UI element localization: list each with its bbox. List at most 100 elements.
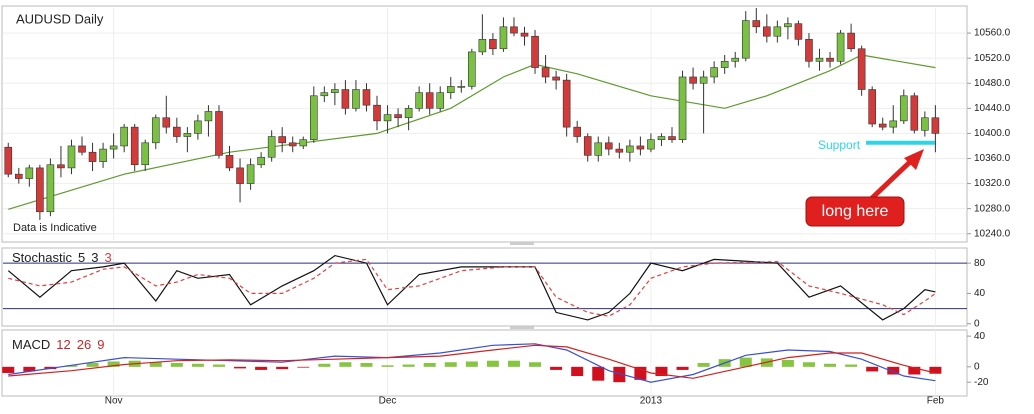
splitter[interactable] <box>510 326 534 329</box>
candle-body <box>868 89 876 125</box>
y-tick-label: 80 <box>974 258 986 269</box>
y-tick-label: 0 <box>974 318 980 329</box>
candle-body <box>889 120 898 128</box>
candle-body <box>562 79 571 128</box>
indicator-name: Stochastic <box>12 250 72 265</box>
candle-body <box>657 136 666 140</box>
candle-body <box>573 126 581 137</box>
y-tick-label: 0 <box>974 361 980 372</box>
histogram-bar <box>781 359 794 367</box>
candle-body <box>910 95 919 131</box>
candle-body <box>899 95 908 122</box>
candle-body <box>436 92 445 109</box>
candle-body <box>815 57 824 62</box>
splitter[interactable] <box>510 242 534 245</box>
candle-body <box>78 145 86 153</box>
candle-body <box>415 92 423 109</box>
y-tick-label: 10240.0 <box>974 228 1011 239</box>
histogram-bar <box>444 362 457 367</box>
candle-body <box>99 148 107 162</box>
x-tick-label: Nov <box>105 396 123 407</box>
candle-body <box>383 114 392 122</box>
histogram-bar <box>655 366 668 377</box>
indicator-name: MACD <box>12 337 50 352</box>
histogram-bar <box>550 366 563 370</box>
candle-body <box>699 76 708 84</box>
annotation-box <box>805 196 905 227</box>
histogram-bar <box>423 363 436 367</box>
histogram-bar <box>107 361 120 367</box>
histogram-bar <box>866 366 879 372</box>
y-tick-label: 10320.0 <box>974 178 1011 189</box>
candle-body <box>151 117 160 144</box>
x-tick-label: Dec <box>379 396 397 407</box>
note: Data is Indicative <box>13 222 97 234</box>
candle-body <box>520 32 529 37</box>
y-tick-label: 10280.0 <box>974 203 1011 214</box>
candle-body <box>446 86 455 93</box>
candle-body <box>204 111 213 122</box>
candle-body <box>331 89 339 93</box>
histogram-bar <box>908 366 921 375</box>
candle-body <box>246 164 255 184</box>
candle-body <box>847 32 855 50</box>
candle-body <box>15 173 23 179</box>
histogram-bar <box>507 360 520 367</box>
y-tick-label: 10560.0 <box>974 28 1011 39</box>
histogram-bar <box>529 362 542 367</box>
y-tick-label: 10440.0 <box>974 103 1011 114</box>
candle-body <box>267 136 276 158</box>
candle-body <box>784 23 792 28</box>
candle-body <box>373 104 381 122</box>
histogram-bar <box>381 365 394 367</box>
candle-body <box>731 57 740 62</box>
candle-body <box>352 89 360 109</box>
histogram-bar <box>802 362 815 367</box>
series-line <box>8 54 936 210</box>
histogram-bar <box>2 366 15 373</box>
candle-body <box>647 139 655 150</box>
series-line <box>8 258 936 317</box>
histogram-bar <box>149 362 162 367</box>
arrow-shaft <box>870 158 914 200</box>
candle-body <box>288 142 297 147</box>
candle-body <box>36 167 44 213</box>
x-tick-label: 2013 <box>640 396 663 407</box>
histogram-bar <box>360 363 373 367</box>
annotation: long here <box>805 149 924 227</box>
candle-body <box>404 108 413 119</box>
candle-body <box>499 26 508 50</box>
candle-body <box>278 136 286 144</box>
y-tick-label: 10360.0 <box>974 153 1011 164</box>
candle-body <box>57 164 65 169</box>
candle-body <box>257 156 265 166</box>
candle-body <box>826 57 834 62</box>
candle-body <box>478 39 487 53</box>
series-line <box>7 254 936 321</box>
histogram-bar <box>739 357 752 367</box>
candle-body <box>594 142 603 156</box>
histogram-bar <box>23 366 36 372</box>
candle-body <box>552 76 560 81</box>
histogram-bar <box>486 360 499 367</box>
candle-body <box>468 51 476 87</box>
parameter: 3 <box>91 250 98 265</box>
candle-body <box>88 151 97 162</box>
candle-body <box>689 76 697 84</box>
candle-body <box>836 32 845 62</box>
candle-body <box>394 114 402 119</box>
chart-title: AUDUSD Daily <box>16 11 104 26</box>
stochastic-panel <box>1 247 968 327</box>
histogram-bar <box>65 365 78 367</box>
candle-body <box>531 35 539 68</box>
parameter: 26 <box>77 337 91 352</box>
macd-title: MACD 12 26 9 <box>12 337 104 352</box>
candle-body <box>541 67 550 78</box>
candle-body <box>4 146 13 175</box>
histogram-bar <box>697 363 710 367</box>
candle-body <box>67 145 76 169</box>
histogram-bar <box>234 366 247 369</box>
candle-body <box>773 26 782 37</box>
